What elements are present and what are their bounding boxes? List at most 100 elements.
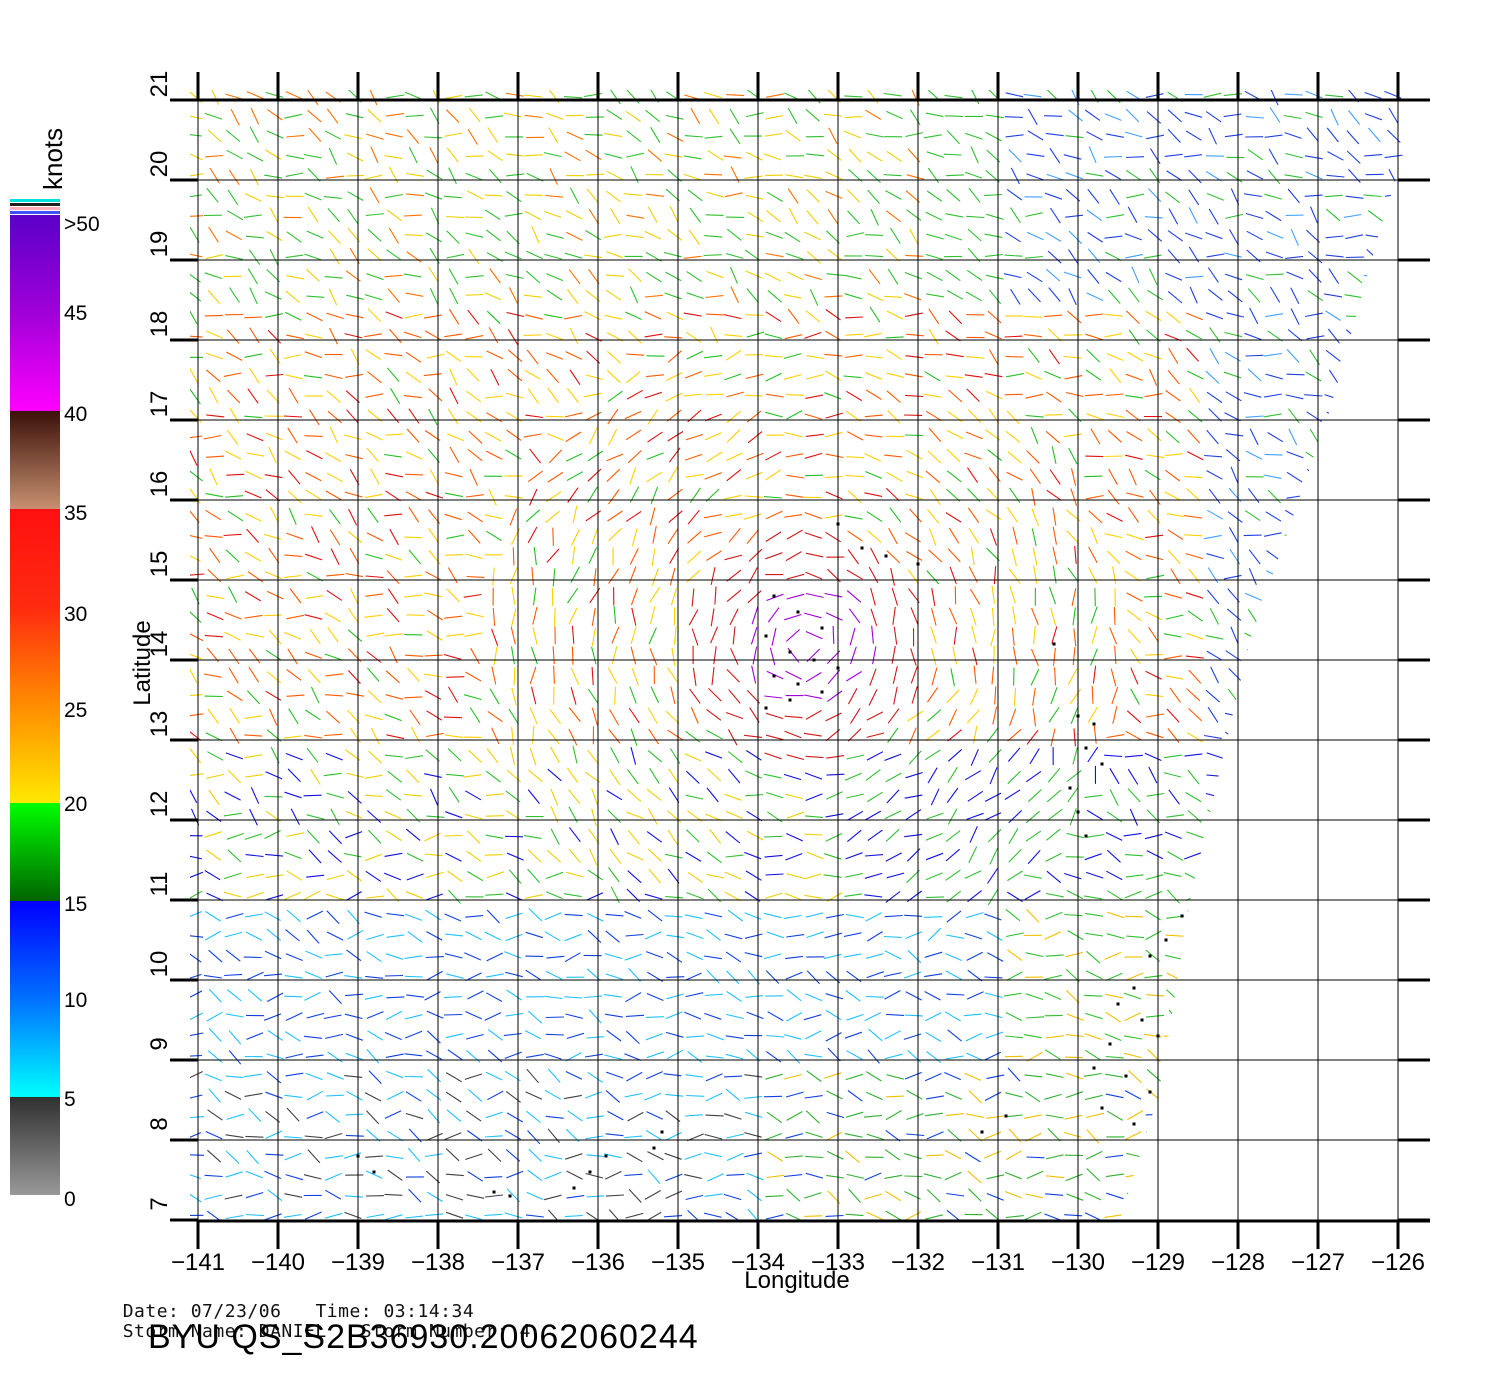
wind-vector xyxy=(1247,148,1264,161)
wind-vector xyxy=(345,113,364,119)
wind-vector xyxy=(805,1110,820,1124)
wind-vector xyxy=(786,1188,801,1202)
wind-vector xyxy=(506,230,520,245)
wind-vector xyxy=(1110,668,1117,687)
wind-vector xyxy=(824,1072,842,1079)
wind-vector xyxy=(886,872,905,879)
wind-vector xyxy=(732,626,736,645)
wind-vector xyxy=(1270,286,1281,303)
wind-vector xyxy=(387,1091,404,1100)
wind-vector xyxy=(1085,1012,1103,1020)
wind-vector xyxy=(365,1170,383,1179)
wind-vector xyxy=(523,334,542,337)
wind-vector xyxy=(987,868,998,884)
wind-vector xyxy=(606,453,624,462)
lat-tick-label: 13 xyxy=(146,711,173,738)
wind-vector xyxy=(206,1011,223,1022)
wind-vector xyxy=(284,631,302,640)
wind-vector xyxy=(605,930,620,943)
rain-flag-dot xyxy=(1180,914,1184,918)
wind-vector xyxy=(465,931,482,941)
wind-vector xyxy=(1226,749,1243,761)
wind-vector xyxy=(1385,192,1403,197)
wind-vector xyxy=(367,810,382,824)
wind-vector xyxy=(228,586,238,603)
wind-vector xyxy=(1186,632,1204,640)
wind-vector xyxy=(629,686,637,704)
wind-vector xyxy=(507,349,523,363)
wind-vector xyxy=(509,746,516,765)
wind-vector xyxy=(626,130,642,143)
wind-vector xyxy=(683,393,702,397)
wind-vector xyxy=(1245,354,1264,357)
wind-vector xyxy=(986,1174,1005,1180)
wind-vector xyxy=(265,373,284,377)
wind-vector xyxy=(725,854,744,858)
wind-vector xyxy=(406,129,420,144)
wind-vector xyxy=(1385,895,1404,899)
wind-vector xyxy=(1204,454,1223,458)
wind-vector xyxy=(884,1174,903,1179)
wind-vector xyxy=(646,452,664,460)
wind-vector xyxy=(865,109,882,120)
wind-vector xyxy=(427,1068,441,1083)
wind-vector xyxy=(1345,234,1364,240)
wind-vector xyxy=(386,830,402,841)
wind-vector xyxy=(406,193,425,197)
wind-vector xyxy=(366,1011,384,1019)
wind-vector xyxy=(847,431,864,441)
wind-vector xyxy=(1246,170,1264,180)
wind-vector xyxy=(1206,429,1219,445)
wind-vector xyxy=(447,870,463,883)
wind-vector xyxy=(225,1150,240,1164)
wind-vector xyxy=(948,310,963,325)
wind-vector xyxy=(685,829,700,843)
wind-vector xyxy=(1008,149,1022,163)
wind-vector xyxy=(1165,675,1184,680)
wind-vector xyxy=(746,112,764,118)
wind-vector xyxy=(630,646,637,665)
wind-vector xyxy=(205,254,224,260)
wind-vector xyxy=(1165,272,1183,281)
wind-vector xyxy=(843,130,862,139)
wind-vector xyxy=(647,409,659,425)
wind-vector xyxy=(846,390,863,402)
wind-vector xyxy=(1387,768,1403,782)
wind-vector xyxy=(1011,548,1018,567)
wind-vector xyxy=(264,950,282,960)
wind-vector xyxy=(1164,1072,1182,1082)
wind-vector xyxy=(544,314,563,319)
wind-vector xyxy=(384,1110,402,1119)
wind-vector xyxy=(1288,668,1301,685)
wind-vector xyxy=(1090,527,1099,545)
wind-vector xyxy=(1087,269,1100,284)
wind-vector xyxy=(1027,850,1041,865)
wind-vector xyxy=(865,355,884,359)
wind-vector xyxy=(207,751,224,761)
wind-vector xyxy=(1068,447,1078,465)
wind-vector xyxy=(347,790,362,804)
wind-vector xyxy=(765,1073,783,1080)
wind-vector xyxy=(1105,393,1124,397)
wind-vector xyxy=(306,910,324,920)
wind-vector xyxy=(825,412,843,419)
wind-vector xyxy=(1145,693,1164,698)
wind-vector xyxy=(1386,410,1399,425)
wind-vector xyxy=(866,1133,885,1141)
wind-vector xyxy=(467,449,483,462)
wind-vector xyxy=(1085,333,1103,341)
wind-vector xyxy=(484,194,503,197)
wind-vector xyxy=(1147,428,1162,442)
wind-vector xyxy=(1130,667,1139,685)
wind-vector xyxy=(784,431,803,438)
wind-vector xyxy=(448,786,460,803)
wind-vector xyxy=(225,495,244,498)
wind-vector xyxy=(765,510,783,520)
wind-vector xyxy=(1004,1114,1023,1118)
wind-vector xyxy=(666,934,685,939)
wind-vector xyxy=(765,451,782,461)
wind-vector xyxy=(266,389,280,404)
wind-vector xyxy=(1167,549,1181,565)
wind-vector xyxy=(806,373,824,380)
